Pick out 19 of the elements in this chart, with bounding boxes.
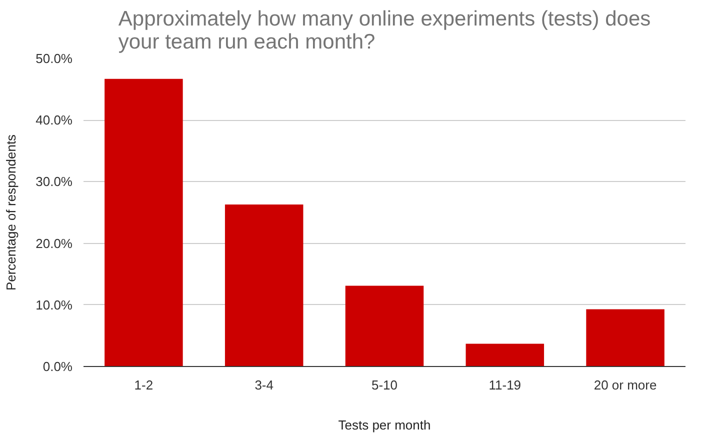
y-tick-label: 40.0% bbox=[36, 112, 73, 128]
bar bbox=[224, 204, 304, 366]
x-tick-label: 5-10 bbox=[371, 378, 398, 392]
y-tick-label: 20.0% bbox=[36, 236, 73, 251]
y-tick-label: 10.0% bbox=[36, 297, 73, 312]
bar bbox=[466, 344, 544, 366]
y-tick-label: 0.0% bbox=[42, 359, 73, 374]
x-tick-label: 3-4 bbox=[254, 378, 274, 392]
chart-title: Approximately how many online experiments (tests) does your team run each month? bbox=[118, 8, 651, 54]
bar bbox=[345, 286, 424, 366]
x-axis-title: Tests per month bbox=[338, 418, 431, 432]
y-tick-label: 50.0% bbox=[36, 51, 73, 66]
bar bbox=[104, 78, 183, 366]
x-tick-label: 1-2 bbox=[134, 378, 154, 392]
y-tick-label: 30.0% bbox=[36, 174, 73, 190]
bar bbox=[586, 309, 664, 366]
y-axis-title: Percentage of respondents bbox=[4, 134, 19, 291]
x-tick-label: 20 or more bbox=[594, 378, 657, 392]
x-tick-label: 11-19 bbox=[488, 378, 522, 392]
